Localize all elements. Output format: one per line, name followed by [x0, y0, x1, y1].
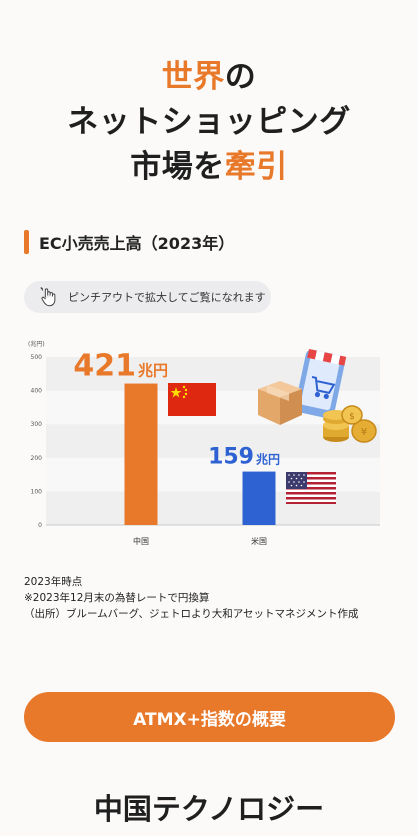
section-accent-bar [24, 230, 29, 254]
x-tick-label: 中国 [133, 536, 149, 546]
hero-title: 世界の ネットショッピング 市場を牽引 [0, 55, 418, 190]
y-tick-label: 300 [31, 421, 43, 428]
y-tick-label: 400 [31, 388, 43, 395]
pinch-hint-pill: ピンチアウトで拡大してご覧になれます [24, 281, 271, 313]
note-line: ※2023年12月末の為替レートで円換算 [24, 592, 210, 604]
hero-line-2: ネットショッピング [67, 104, 351, 140]
y-tick-label: 0 [38, 522, 42, 529]
x-tick-label: 米国 [251, 536, 267, 546]
value-unit-label: 兆円 [138, 362, 168, 380]
bar-1 [242, 471, 276, 525]
y-tick-label: 200 [31, 455, 43, 462]
svg-text:¥: ¥ [361, 427, 367, 438]
x-tick-labels: 中国 米国 [133, 536, 267, 546]
y-axis-label: (兆円) [28, 340, 45, 348]
chart-notes: 2023年時点 ※2023年12月末の為替レートで円換算 （出所）ブルームバーグ… [24, 574, 359, 622]
value-unit-label: 兆円 [256, 452, 280, 467]
china-flag-icon [168, 383, 216, 416]
pinch-hand-icon [40, 287, 56, 307]
section-heading: EC小売売上高（2023年） [24, 230, 234, 254]
y-tick-label: 100 [31, 488, 43, 495]
y-tick-label: 500 [31, 354, 43, 361]
hero-line-3: 市場を牽引 [130, 149, 288, 185]
note-line: （出所）ブルームバーグ、ジェトロより大和アセットマネジメント作成 [24, 608, 359, 620]
value-label: 421 [73, 349, 136, 384]
usa-flag-icon [286, 472, 336, 504]
atmx-index-overview-button[interactable]: ATMX+指数の概要 [24, 692, 395, 742]
chart-bars [124, 383, 276, 525]
pinch-hint-text: ピンチアウトで拡大してご覧になれます [68, 291, 266, 304]
online-shopping-illustration-icon: ¥ $ [258, 348, 377, 443]
y-tick-labels: 0 100 200 300 400 500 [31, 354, 43, 529]
section-title-text: EC小売売上高（2023年） [39, 234, 235, 253]
value-label: 159 [208, 445, 254, 470]
note-line: 2023年時点 [24, 576, 83, 588]
bar-0 [124, 383, 158, 525]
hero-line-1: 世界の [161, 59, 257, 95]
svg-text:$: $ [349, 412, 355, 422]
next-section-title: 中国テクノロジー [93, 792, 325, 826]
